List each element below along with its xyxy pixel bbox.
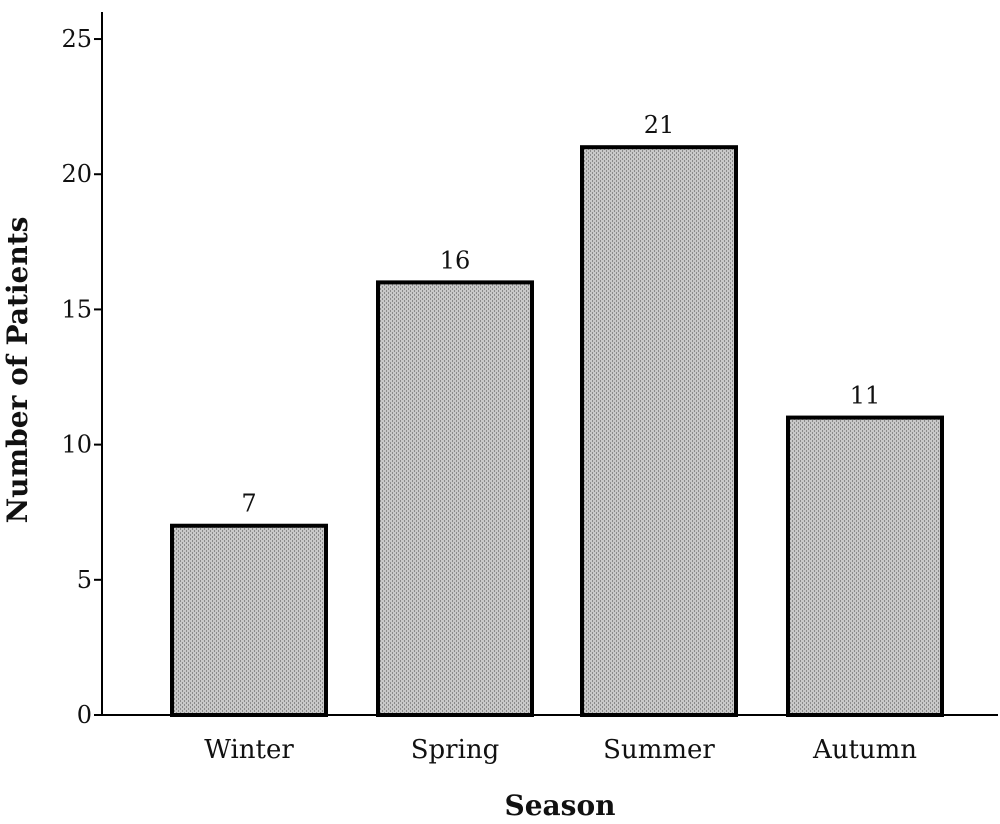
bar-spring bbox=[376, 280, 534, 717]
x-tick-label-summer: Summer bbox=[603, 735, 715, 765]
bar-summer bbox=[580, 145, 738, 717]
y-axis-title: Number of Patients bbox=[1, 217, 34, 524]
x-tick-label-autumn: Autumn bbox=[812, 735, 917, 765]
y-tick-label: 25 bbox=[61, 25, 92, 53]
x-tick-label-winter: Winter bbox=[204, 735, 294, 765]
x-axis-tick-labels: Winter Spring Summer Autumn bbox=[204, 735, 917, 765]
bar-autumn bbox=[786, 415, 944, 717]
data-label-summer: 21 bbox=[644, 111, 675, 139]
data-labels: 7 16 21 11 bbox=[241, 111, 880, 518]
y-axis-ticks: 0 5 10 15 20 25 bbox=[61, 25, 102, 729]
y-tick-label: 10 bbox=[61, 431, 92, 459]
x-axis-title: Season bbox=[505, 789, 616, 822]
data-label-autumn: 11 bbox=[850, 382, 881, 410]
bar-winter bbox=[170, 523, 328, 717]
y-tick-label: 5 bbox=[77, 566, 92, 594]
data-label-winter: 7 bbox=[241, 490, 256, 518]
y-tick-label: 20 bbox=[61, 160, 92, 188]
y-tick-label: 15 bbox=[61, 295, 92, 323]
data-label-spring: 16 bbox=[440, 246, 471, 274]
bars bbox=[170, 145, 944, 717]
y-tick-label: 0 bbox=[77, 701, 92, 729]
x-tick-label-spring: Spring bbox=[411, 735, 500, 765]
